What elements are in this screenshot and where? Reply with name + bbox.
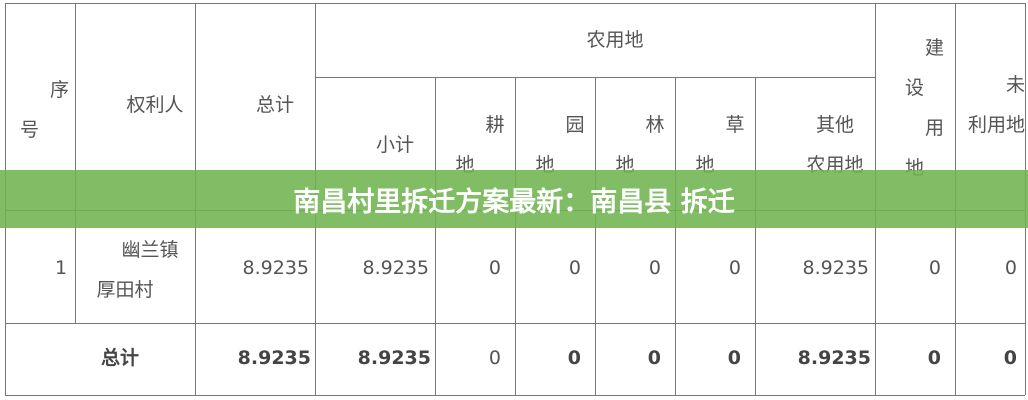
header-text: 草: [725, 114, 745, 136]
banner-title: 南昌村里拆迁方案最新：南昌县 拆迁: [293, 186, 735, 218]
cell-forest: 0: [648, 257, 661, 279]
header-text: 设: [905, 77, 925, 99]
cell-garden: 0: [568, 257, 581, 279]
header-text: 用: [925, 117, 945, 139]
sum-other: 8.9235: [797, 347, 871, 369]
grid-line: [75, 3, 76, 323]
header-text: 建: [925, 37, 945, 59]
grid-line: [755, 77, 756, 395]
cell-construct: 0: [928, 257, 941, 279]
header-agri-group: 农用地: [586, 29, 644, 51]
cell-grass: 0: [728, 257, 741, 279]
sum-forest: 0: [647, 347, 661, 369]
header-text: 耕: [485, 114, 505, 136]
grid-line: [435, 77, 436, 395]
sum-label: 总计: [100, 347, 139, 369]
title-banner: 南昌村里拆迁方案最新：南昌县 拆迁: [0, 170, 1028, 228]
sum-subtotal: 8.9235: [357, 347, 431, 369]
sum-construct: 0: [927, 347, 941, 369]
sum-unused: 0: [1003, 347, 1017, 369]
cell-other: 8.9235: [802, 257, 869, 279]
header-seq: 序 号: [20, 70, 70, 150]
cell-unused: 0: [1004, 257, 1017, 279]
cell-owner: 幽兰镇 厚田村: [75, 225, 195, 315]
grid-line: [5, 395, 1025, 396]
header-seq-text: 号: [20, 119, 40, 141]
sum-arable: 0: [488, 347, 501, 369]
sum-grass: 0: [727, 347, 741, 369]
header-owner: 权利人: [126, 94, 184, 116]
header-subtotal: 小计: [375, 134, 414, 156]
header-unused: 未 利用地: [955, 65, 1025, 145]
header-text: 未: [1005, 74, 1025, 96]
grid-line: [595, 77, 596, 395]
header-text: 园: [565, 114, 585, 136]
cell-arable: 0: [488, 257, 501, 279]
grid-line: [515, 77, 516, 395]
header-text: 利用地: [967, 114, 1025, 136]
sum-total: 8.9235: [237, 347, 311, 369]
owner-text: 幽兰镇: [121, 239, 179, 261]
grid-line: [5, 3, 1025, 4]
cell-subtotal: 8.9235: [362, 257, 429, 279]
cell-total: 8.9235: [242, 257, 309, 279]
header-total: 总计: [255, 94, 294, 116]
grid-line: [675, 77, 676, 395]
header-text: 其他: [815, 114, 854, 136]
cell-seq: 1: [54, 256, 68, 279]
sum-garden: 0: [567, 347, 581, 369]
owner-text: 厚田村: [96, 279, 154, 301]
header-seq-text: 序: [50, 79, 70, 101]
header-text: 林: [645, 114, 665, 136]
